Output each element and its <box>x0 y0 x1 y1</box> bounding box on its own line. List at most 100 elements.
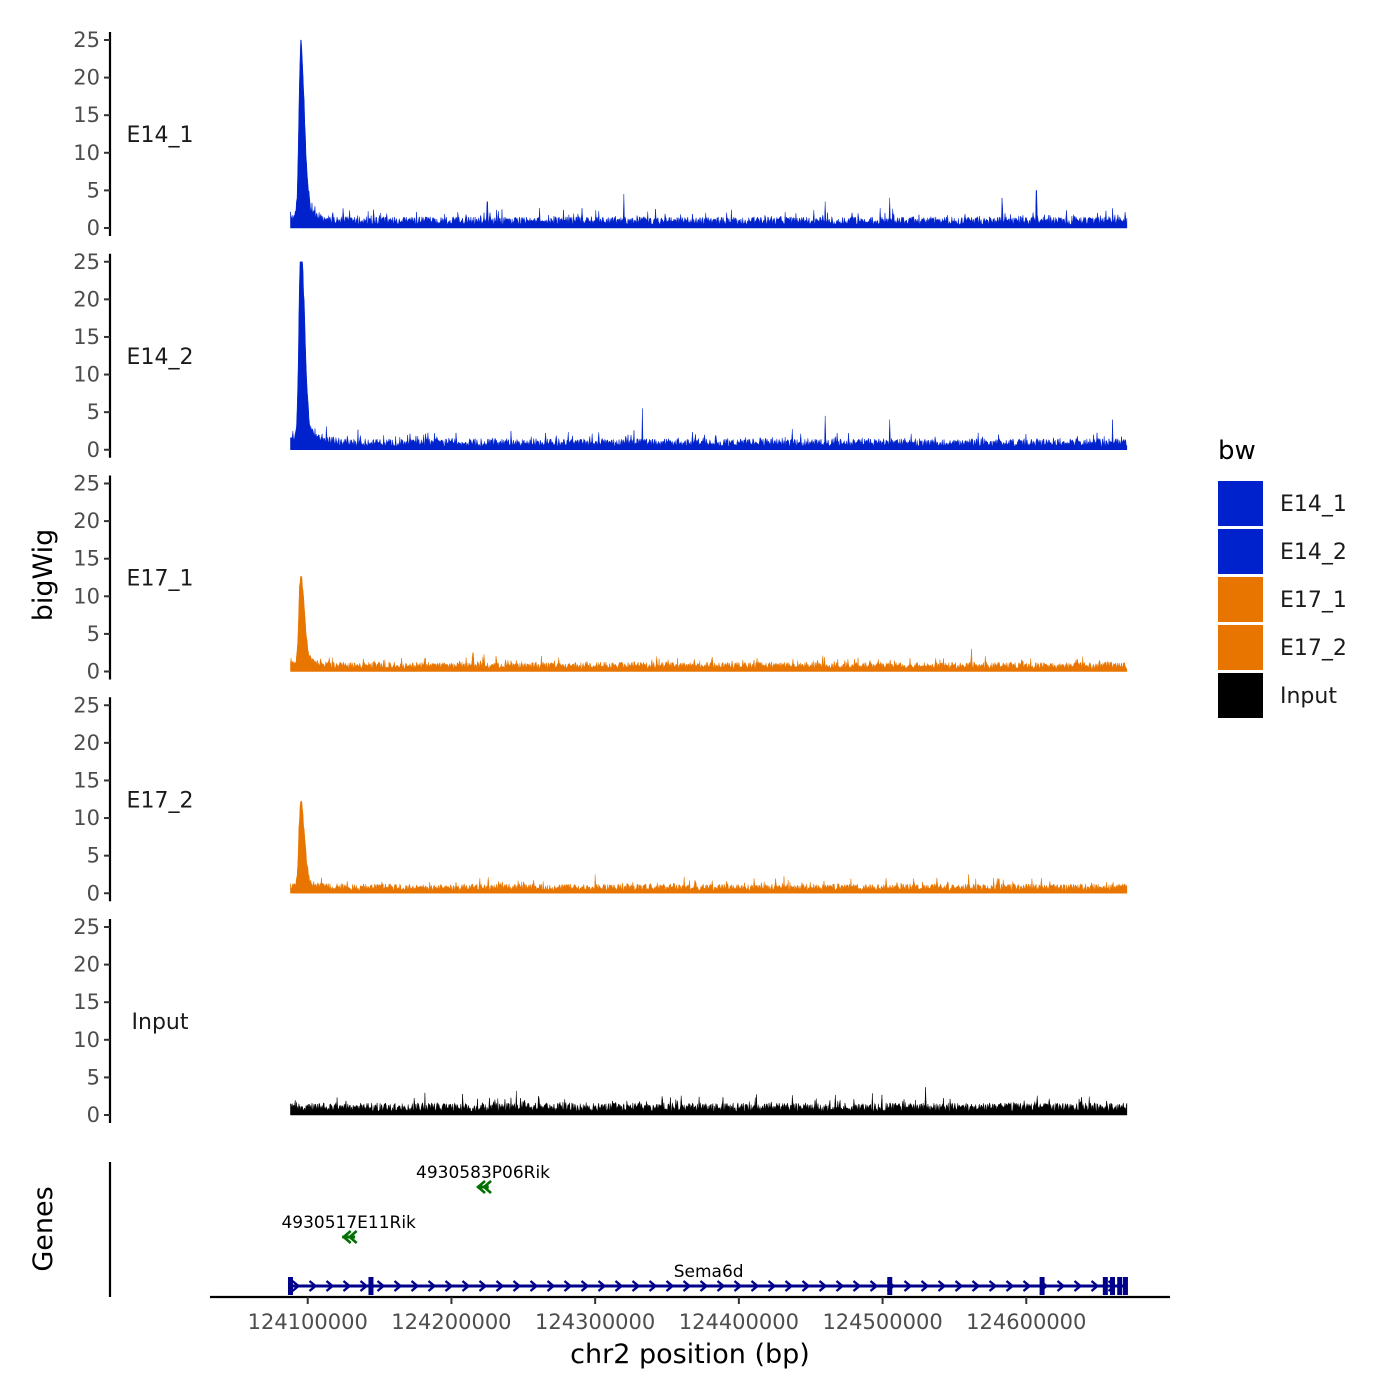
x-tick-label: 124300000 <box>535 1310 655 1334</box>
exon <box>1110 1277 1116 1295</box>
y-tick-label: 25 <box>73 472 100 496</box>
y-tick-label: 10 <box>73 1028 100 1052</box>
signal-area-input <box>290 1087 1128 1116</box>
y-tick-label: 15 <box>73 325 100 349</box>
track-label: Input <box>132 1010 189 1035</box>
y-tick-label: 0 <box>87 881 100 905</box>
strand-arrow <box>478 1280 488 1292</box>
legend-label: Input <box>1280 684 1337 709</box>
strand-arrow <box>1022 1280 1032 1292</box>
gene-label: 4930583P06Rik <box>416 1163 550 1183</box>
y-tick-label: 5 <box>87 622 100 646</box>
legend-entry-e14-2: E14_2 <box>1218 529 1347 574</box>
legend-title: bw <box>1218 436 1256 466</box>
strand-arrow <box>954 1280 964 1292</box>
y-tick-label: 0 <box>87 1103 100 1127</box>
strand-arrow <box>347 1230 358 1244</box>
y-tick-label: 5 <box>87 844 100 868</box>
gene-label: Sema6d <box>674 1262 744 1282</box>
strand-arrow <box>597 1280 607 1292</box>
y-tick-label: 10 <box>73 141 100 165</box>
strand-arrow <box>750 1280 760 1292</box>
strand-arrow <box>784 1280 794 1292</box>
strand-arrow <box>699 1280 709 1292</box>
legend-key <box>1218 481 1263 526</box>
exon <box>368 1277 374 1295</box>
y-tick-label: 10 <box>73 806 100 830</box>
strand-arrow <box>665 1280 675 1292</box>
strand-arrow <box>393 1280 403 1292</box>
x-axis-title: chr2 position (bp) <box>570 1339 810 1370</box>
strand-arrow <box>461 1280 471 1292</box>
y-tick-label: 0 <box>87 438 100 462</box>
genes-axis-title: Genes <box>28 1186 59 1271</box>
strand-arrow <box>512 1280 522 1292</box>
gene-4930517e11rik: 4930517E11Rik <box>281 1213 416 1244</box>
strand-arrow <box>376 1280 386 1292</box>
y-axis-title: bigWig <box>28 529 59 622</box>
strand-arrow <box>631 1280 641 1292</box>
track-panel-e17-2: 0 5 10 15 20 25 E17_2 <box>73 693 1128 905</box>
x-axis: 124100000 124200000 124300000 124400000 1245… <box>210 1295 1170 1334</box>
y-tick-label: 10 <box>73 363 100 387</box>
x-tick-label: 124500000 <box>822 1310 942 1334</box>
exon <box>1102 1277 1108 1295</box>
strand-arrow <box>852 1280 862 1292</box>
legend-label: E14_2 <box>1280 540 1347 565</box>
bigwig-tracks: 0 5 10 15 20 25 E14_1 0 5 10 15 20 25 E14_2 0 5 10 15 20 25… <box>73 28 1128 1127</box>
strand-arrow <box>427 1280 437 1292</box>
strand-arrow <box>869 1280 879 1292</box>
signal-area-e17-2 <box>290 800 1128 894</box>
track-label: E17_2 <box>127 788 194 813</box>
legend-key <box>1218 673 1263 718</box>
track-panel-e14-1: 0 5 10 15 20 25 E14_1 <box>73 28 1128 240</box>
y-tick-label: 25 <box>73 915 100 939</box>
strand-arrow <box>341 1230 352 1244</box>
y-tick-label: 10 <box>73 584 100 608</box>
strand-arrow <box>410 1280 420 1292</box>
legend: bw E14_1 E14_2 E17_1 E17_2 Input <box>1218 436 1347 718</box>
y-tick-label: 20 <box>73 287 100 311</box>
strand-arrow <box>1005 1280 1015 1292</box>
legend-entry-e17-1: E17_1 <box>1218 577 1347 622</box>
exon <box>287 1277 293 1295</box>
x-tick-label: 124100000 <box>248 1310 368 1334</box>
track-panel-input: 0 5 10 15 20 25 Input <box>73 915 1128 1127</box>
y-tick-label: 5 <box>87 1065 100 1089</box>
strand-arrow <box>1056 1280 1066 1292</box>
strand-arrow <box>529 1280 539 1292</box>
legend-label: E17_2 <box>1280 636 1347 661</box>
signal-area-e14-2 <box>290 261 1128 450</box>
y-tick-label: 25 <box>73 250 100 274</box>
strand-arrow <box>482 1180 492 1194</box>
track-label: E14_2 <box>127 345 194 370</box>
x-tick-label: 124600000 <box>966 1310 1086 1334</box>
strand-arrow <box>546 1280 556 1292</box>
strand-arrow <box>988 1280 998 1292</box>
strand-arrow <box>359 1280 369 1292</box>
strand-arrow <box>801 1280 811 1292</box>
strand-arrow <box>580 1280 590 1292</box>
legend-key <box>1218 577 1263 622</box>
y-tick-label: 25 <box>73 28 100 52</box>
y-tick-label: 15 <box>73 990 100 1014</box>
gene-4930583p06rik: 4930583P06Rik <box>416 1163 550 1194</box>
strand-arrow <box>682 1280 692 1292</box>
strand-arrow <box>563 1280 573 1292</box>
y-tick-label: 0 <box>87 660 100 684</box>
strand-arrow <box>733 1280 743 1292</box>
x-tick-label: 124400000 <box>679 1310 799 1334</box>
y-tick-label: 5 <box>87 400 100 424</box>
strand-arrow <box>614 1280 624 1292</box>
x-tick-label: 124200000 <box>391 1310 511 1334</box>
legend-label: E17_1 <box>1280 588 1347 613</box>
strand-arrow <box>476 1180 486 1194</box>
legend-entry-e17-2: E17_2 <box>1218 625 1347 670</box>
strand-arrow <box>325 1280 335 1292</box>
strand-arrow <box>342 1280 352 1292</box>
legend-label: E14_1 <box>1280 492 1347 517</box>
strand-arrow <box>1073 1280 1083 1292</box>
genes-panel: Sema6d 4930517E11Rik 4930583P06Rik <box>108 1162 1128 1297</box>
gene-sema6d: Sema6d <box>287 1262 1128 1295</box>
strand-arrow <box>444 1280 454 1292</box>
